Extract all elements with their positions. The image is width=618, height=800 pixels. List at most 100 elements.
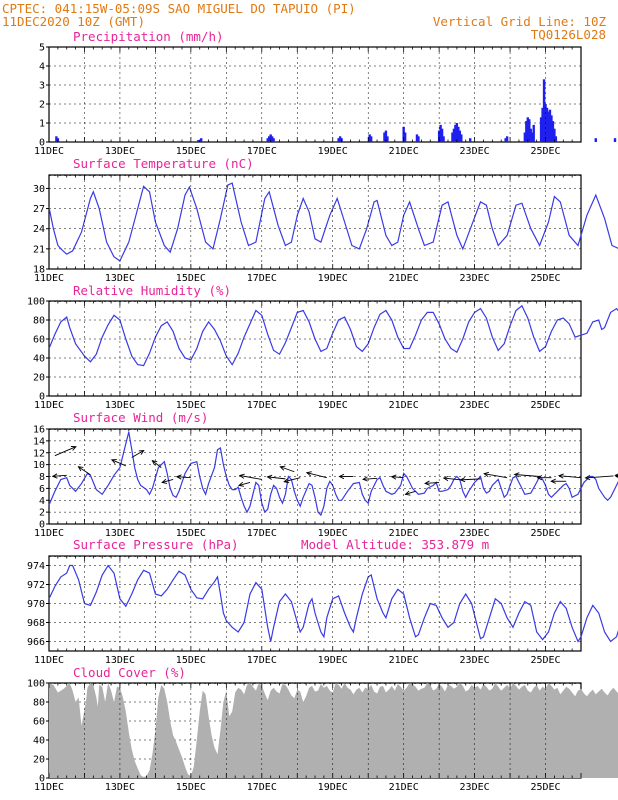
rh-date-label: 21DEC	[389, 400, 419, 411]
temp-date-label: 15DEC	[176, 273, 206, 284]
wind-vector-head	[110, 459, 117, 464]
wind-vector	[176, 476, 191, 479]
cloud-date-label: 19DEC	[318, 782, 348, 793]
precip-bar	[532, 124, 535, 142]
wind-vector	[54, 446, 77, 457]
rh-ytick-label: 60	[33, 335, 45, 346]
precip-bar	[528, 119, 531, 142]
precip-date-label: 23DEC	[460, 146, 490, 157]
wind-vector	[238, 482, 251, 486]
wind-vector	[267, 476, 286, 480]
header-model-id: TQ0126L028	[531, 27, 606, 42]
wind-ytick-label: 14	[33, 436, 45, 447]
precip-bar	[550, 115, 553, 142]
wind-date-label: 17DEC	[247, 528, 277, 539]
precip-bar	[338, 136, 342, 142]
precip-bar	[270, 136, 274, 142]
pressure-date-label: 25DEC	[530, 655, 560, 666]
wind-date-label: 23DEC	[460, 528, 490, 539]
temp-series-line	[48, 182, 618, 262]
pressure-panel: Surface Pressure (hPa) Model Altitude: 35…	[27, 537, 618, 666]
precip-bar	[439, 124, 442, 142]
precip-bar	[266, 138, 269, 142]
precip-bar	[541, 107, 544, 142]
precip-bar	[542, 79, 546, 142]
wind-vector	[484, 473, 508, 479]
pressure-ytick-label: 966	[27, 637, 45, 648]
precip-bar	[454, 124, 457, 142]
precip-date-label: 15DEC	[176, 146, 206, 157]
precip-ytick-label: 5	[39, 43, 45, 54]
wind-vector	[460, 478, 481, 481]
cloud-ytick-label: 100	[27, 679, 45, 690]
precip-bar	[526, 117, 529, 142]
wind-vector-head	[237, 481, 244, 487]
precip-frame	[48, 46, 582, 143]
temp-ytick-label: 18	[33, 265, 45, 276]
cloud-panel: Cloud Cover (%) 0 20 40 60 80 100 11DEC 13DEC 15D…	[27, 665, 618, 793]
header-grid-note: Vertical Grid Line: 10Z	[433, 14, 607, 29]
precip-bar	[613, 138, 617, 142]
wind-vector	[391, 476, 404, 479]
wind-date-label: 21DEC	[389, 528, 419, 539]
wind-vector-head	[614, 473, 618, 478]
wind-vector	[284, 477, 301, 483]
wind-ytick-label: 0	[39, 520, 45, 531]
wind-vector-head	[138, 449, 145, 455]
wind-vector-head	[161, 478, 168, 484]
cloud-date-label: 15DEC	[176, 782, 206, 793]
wind-vector	[363, 477, 378, 480]
cloud-date-label: 11DEC	[34, 782, 64, 793]
precip-bar	[594, 138, 597, 142]
rh-ytick-label: 80	[33, 316, 45, 327]
wind-ytick-label: 8	[39, 472, 45, 483]
wind-vector-head	[51, 473, 58, 479]
wind-vector	[131, 450, 144, 458]
cloud-title: Cloud Cover (%)	[73, 665, 186, 680]
wind-vector-head	[550, 478, 556, 484]
rh-panel: Relative Humidity (%) 0 20 40 60 80 100 11DEC 13…	[27, 283, 618, 411]
pressure-ytick-label: 974	[27, 561, 45, 572]
precip-bar	[368, 134, 371, 142]
precip-bar	[403, 132, 407, 142]
wind-vector-head	[557, 473, 564, 479]
pressure-date-label: 19DEC	[318, 655, 348, 666]
precip-bar	[548, 109, 552, 142]
precip-bar	[272, 138, 275, 142]
pressure-annotation: Model Altitude: 353.879 m	[301, 537, 489, 552]
temp-ytick-label: 24	[33, 224, 45, 235]
cloud-date-label: 13DEC	[105, 782, 135, 793]
wind-vector-head	[175, 474, 182, 480]
precip-bar	[437, 130, 441, 142]
precip-bar	[55, 136, 58, 142]
cloud-cover-area	[49, 683, 618, 778]
precip-bar	[539, 117, 543, 142]
header-location: CPTEC: 041:15W-05:09S SAO MIGUEL DO TAPU…	[2, 1, 356, 16]
wind-vector-head	[70, 446, 77, 451]
precip-bar	[386, 136, 389, 142]
wind-vector	[239, 475, 262, 480]
precip-bar	[417, 136, 420, 142]
wind-vector-head	[536, 475, 543, 481]
pressure-date-label: 17DEC	[247, 655, 277, 666]
precip-bar	[523, 132, 527, 142]
precip-date-label: 25DEC	[530, 146, 560, 157]
wind-ytick-label: 12	[33, 448, 45, 459]
rh-date-label: 15DEC	[176, 400, 206, 411]
precip-ytick-label: 1	[39, 119, 45, 130]
precip-date-label: 13DEC	[105, 146, 135, 157]
temp-panel: Surface Temperature (nC) 18 21 24 27 30 11DEC 1…	[33, 156, 618, 284]
precip-bar	[415, 134, 419, 142]
pressure-date-label: 15DEC	[176, 655, 206, 666]
wind-date-label: 15DEC	[176, 528, 206, 539]
precip-bar	[460, 134, 463, 142]
cloud-ytick-label: 20	[33, 755, 45, 766]
precip-bar	[267, 136, 271, 142]
precip-bar	[504, 138, 507, 142]
temp-title: Surface Temperature (nC)	[73, 156, 254, 171]
temp-date-label: 17DEC	[247, 273, 277, 284]
wind-vector	[558, 475, 582, 479]
pressure-date-label: 21DEC	[389, 655, 419, 666]
